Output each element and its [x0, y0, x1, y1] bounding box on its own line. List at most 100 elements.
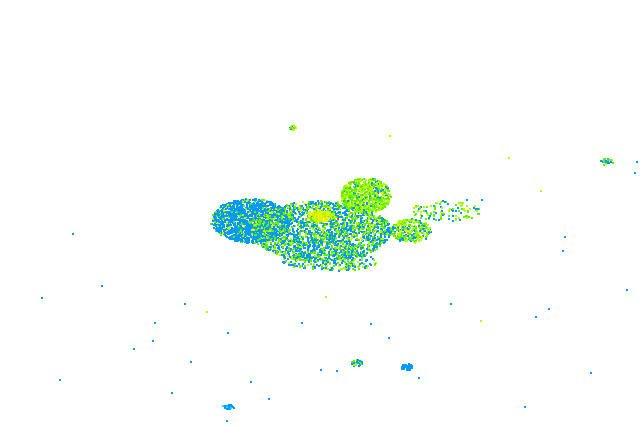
- echo-fringe-east: [461, 208, 463, 210]
- echo-fringe-east: [448, 218, 450, 220]
- echo-cell-north: [365, 211, 367, 213]
- echo-core-strong: [308, 212, 310, 214]
- echo-cell-west: [254, 211, 256, 213]
- echo-cell-north: [361, 210, 363, 212]
- echo-cell-east: [399, 239, 401, 241]
- echo-cell-north: [364, 207, 366, 209]
- echo-cell-central: [342, 252, 344, 254]
- echo-cell-central: [303, 254, 305, 256]
- echo-cell-central: [267, 212, 269, 214]
- echo-cell-central: [318, 245, 320, 247]
- echo-cell-north: [381, 192, 383, 194]
- echo-cell-central: [302, 236, 304, 238]
- echo-cell-central: [321, 241, 323, 243]
- echo-cell-east: [427, 224, 429, 226]
- echo-cell-north: [377, 205, 379, 207]
- echo-core-strong: [319, 211, 321, 213]
- echo-cell-central: [284, 208, 286, 210]
- echo-cell-central: [372, 226, 374, 228]
- echo-cell-west: [263, 199, 265, 201]
- echo-cell-central: [307, 238, 309, 240]
- echo-fringe-east: [452, 210, 454, 212]
- echo-cell-central: [290, 248, 292, 250]
- echo-cell-north: [351, 192, 353, 194]
- echo-cell-central: [286, 225, 288, 227]
- echo-cell-north: [377, 202, 379, 204]
- echo-cell-central: [377, 230, 379, 232]
- echo-cell-central: [344, 253, 346, 255]
- echo-cell-north: [372, 178, 374, 180]
- echo-cell-central: [381, 241, 383, 243]
- echo-cell-central: [287, 255, 289, 257]
- echo-cell-central: [353, 236, 355, 238]
- echo-cell-central: [318, 206, 320, 208]
- echo-cell-east: [425, 227, 427, 229]
- echo-cell-central: [296, 220, 298, 222]
- echo-cell-west: [221, 209, 223, 211]
- echo-cell-central: [260, 220, 262, 222]
- echo-cell-west: [212, 220, 214, 222]
- echo-cell-north: [368, 180, 370, 182]
- echo-cell-west: [255, 199, 257, 201]
- echo-cell-central: [343, 230, 345, 232]
- echo-cell-central: [382, 233, 384, 235]
- echo-cell-central: [275, 225, 277, 227]
- echo-cell-north: [384, 188, 386, 190]
- echo-cell-central: [271, 245, 273, 247]
- echo-cell-central: [259, 223, 261, 225]
- echo-cell-central: [281, 237, 283, 239]
- echo-cell-central: [384, 230, 386, 232]
- echo-cell-north: [363, 209, 365, 211]
- echo-cell-central: [342, 222, 344, 224]
- echo-cell-central: [257, 243, 259, 245]
- echo-cell-central: [301, 246, 303, 248]
- echo-cell-north: [360, 186, 362, 188]
- echo-fringe-south: [357, 261, 359, 263]
- echo-cell-west: [262, 211, 264, 213]
- echo-cell-central: [301, 214, 303, 216]
- echo-cell-central: [386, 220, 388, 222]
- echo-cell-north: [388, 198, 390, 200]
- echo-cell-north: [354, 210, 356, 212]
- echo-cell-central: [326, 204, 328, 206]
- echo-cell-north: [378, 200, 380, 202]
- echo-cell-central: [388, 234, 390, 236]
- echo-cell-central: [281, 213, 283, 215]
- echo-cell-central: [267, 232, 269, 234]
- echo-cell-central: [374, 224, 376, 226]
- echo-cell-north: [377, 185, 379, 187]
- echo-cell-central: [282, 242, 284, 244]
- echo-cell-central: [343, 224, 345, 226]
- echo-cell-east: [428, 231, 430, 233]
- echo-cell-central: [288, 213, 290, 215]
- echo-cell-central: [299, 213, 301, 215]
- echo-cell-central: [388, 227, 390, 229]
- echo-cell-east: [407, 230, 409, 232]
- echo-cell-central: [370, 241, 372, 243]
- echo-cell-central: [388, 229, 390, 231]
- echo-cell-central: [348, 248, 350, 250]
- echo-cell-central: [344, 211, 346, 213]
- echo-cell-north: [381, 185, 383, 187]
- echo-cell-west: [239, 215, 241, 217]
- echo-cell-central: [265, 247, 267, 249]
- echo-cell-west: [262, 207, 264, 209]
- echo-cell-central: [297, 247, 299, 249]
- echo-cell-central: [316, 207, 318, 209]
- echo-cell-central: [273, 252, 275, 254]
- echo-cell-north: [379, 185, 381, 187]
- echo-cell-central: [300, 225, 302, 227]
- echo-cell-north: [363, 190, 365, 192]
- echo-cell-north: [381, 208, 383, 210]
- echo-cell-east: [411, 234, 413, 236]
- echo-cell-central: [372, 224, 374, 226]
- echo-cell-east: [408, 219, 410, 221]
- echo-cell-central: [282, 240, 284, 242]
- echo-cell-west: [254, 214, 256, 216]
- echo-cell-west: [216, 230, 218, 232]
- echo-cell-west: [248, 231, 250, 233]
- echo-cell-central: [284, 243, 286, 245]
- echo-cell-west: [235, 217, 237, 219]
- echo-cell-west: [229, 226, 231, 228]
- echo-fringe-east: [439, 203, 441, 205]
